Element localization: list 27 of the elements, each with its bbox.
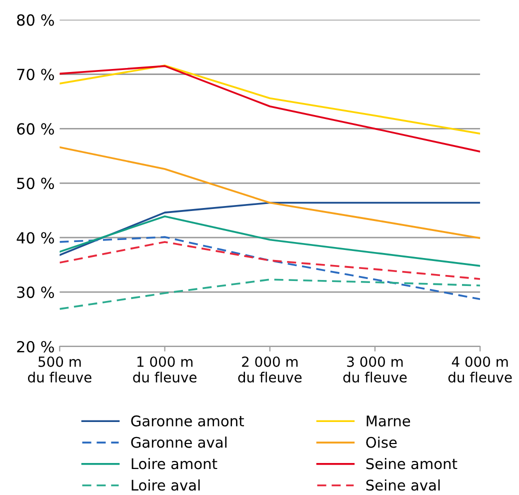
line-series [60,241,480,280]
line-series [60,215,480,267]
y-tick-label: 40 % [16,232,54,244]
legend-label: Marne [366,416,410,426]
legend-label: Garonne aval [131,436,226,448]
y-tick-label: 80 % [17,14,54,26]
line-series [60,146,480,240]
x-tick-label: 1 000 m du fleuve [133,356,196,383]
x-tick-label: 2 000 m du fleuve [238,356,302,383]
y-tick-label: 20 % [17,340,54,353]
line-series [60,65,480,152]
line-series [60,278,480,310]
legend-label: Loire amont [132,458,218,470]
y-tick-label: 50 % [17,178,54,190]
x-tick-label: 4 000 m du fleuve [448,356,512,383]
legend-label: Oise [366,436,397,448]
line-series [60,236,480,300]
x-tick-label: 500 m du fleuve [28,356,92,383]
legend-label: Loire aval [132,479,200,491]
line-series [60,64,480,135]
x-tick-label: 3 000 m du fleuve [343,356,407,383]
y-tick-label: 30 % [17,286,54,298]
legend-label: Seine aval [366,479,440,491]
legend-label: Seine amont [366,458,458,470]
y-tick-label: 70 % [17,68,54,80]
y-tick-label: 60 % [17,123,54,135]
legend-label: Garonne amont [131,415,244,426]
